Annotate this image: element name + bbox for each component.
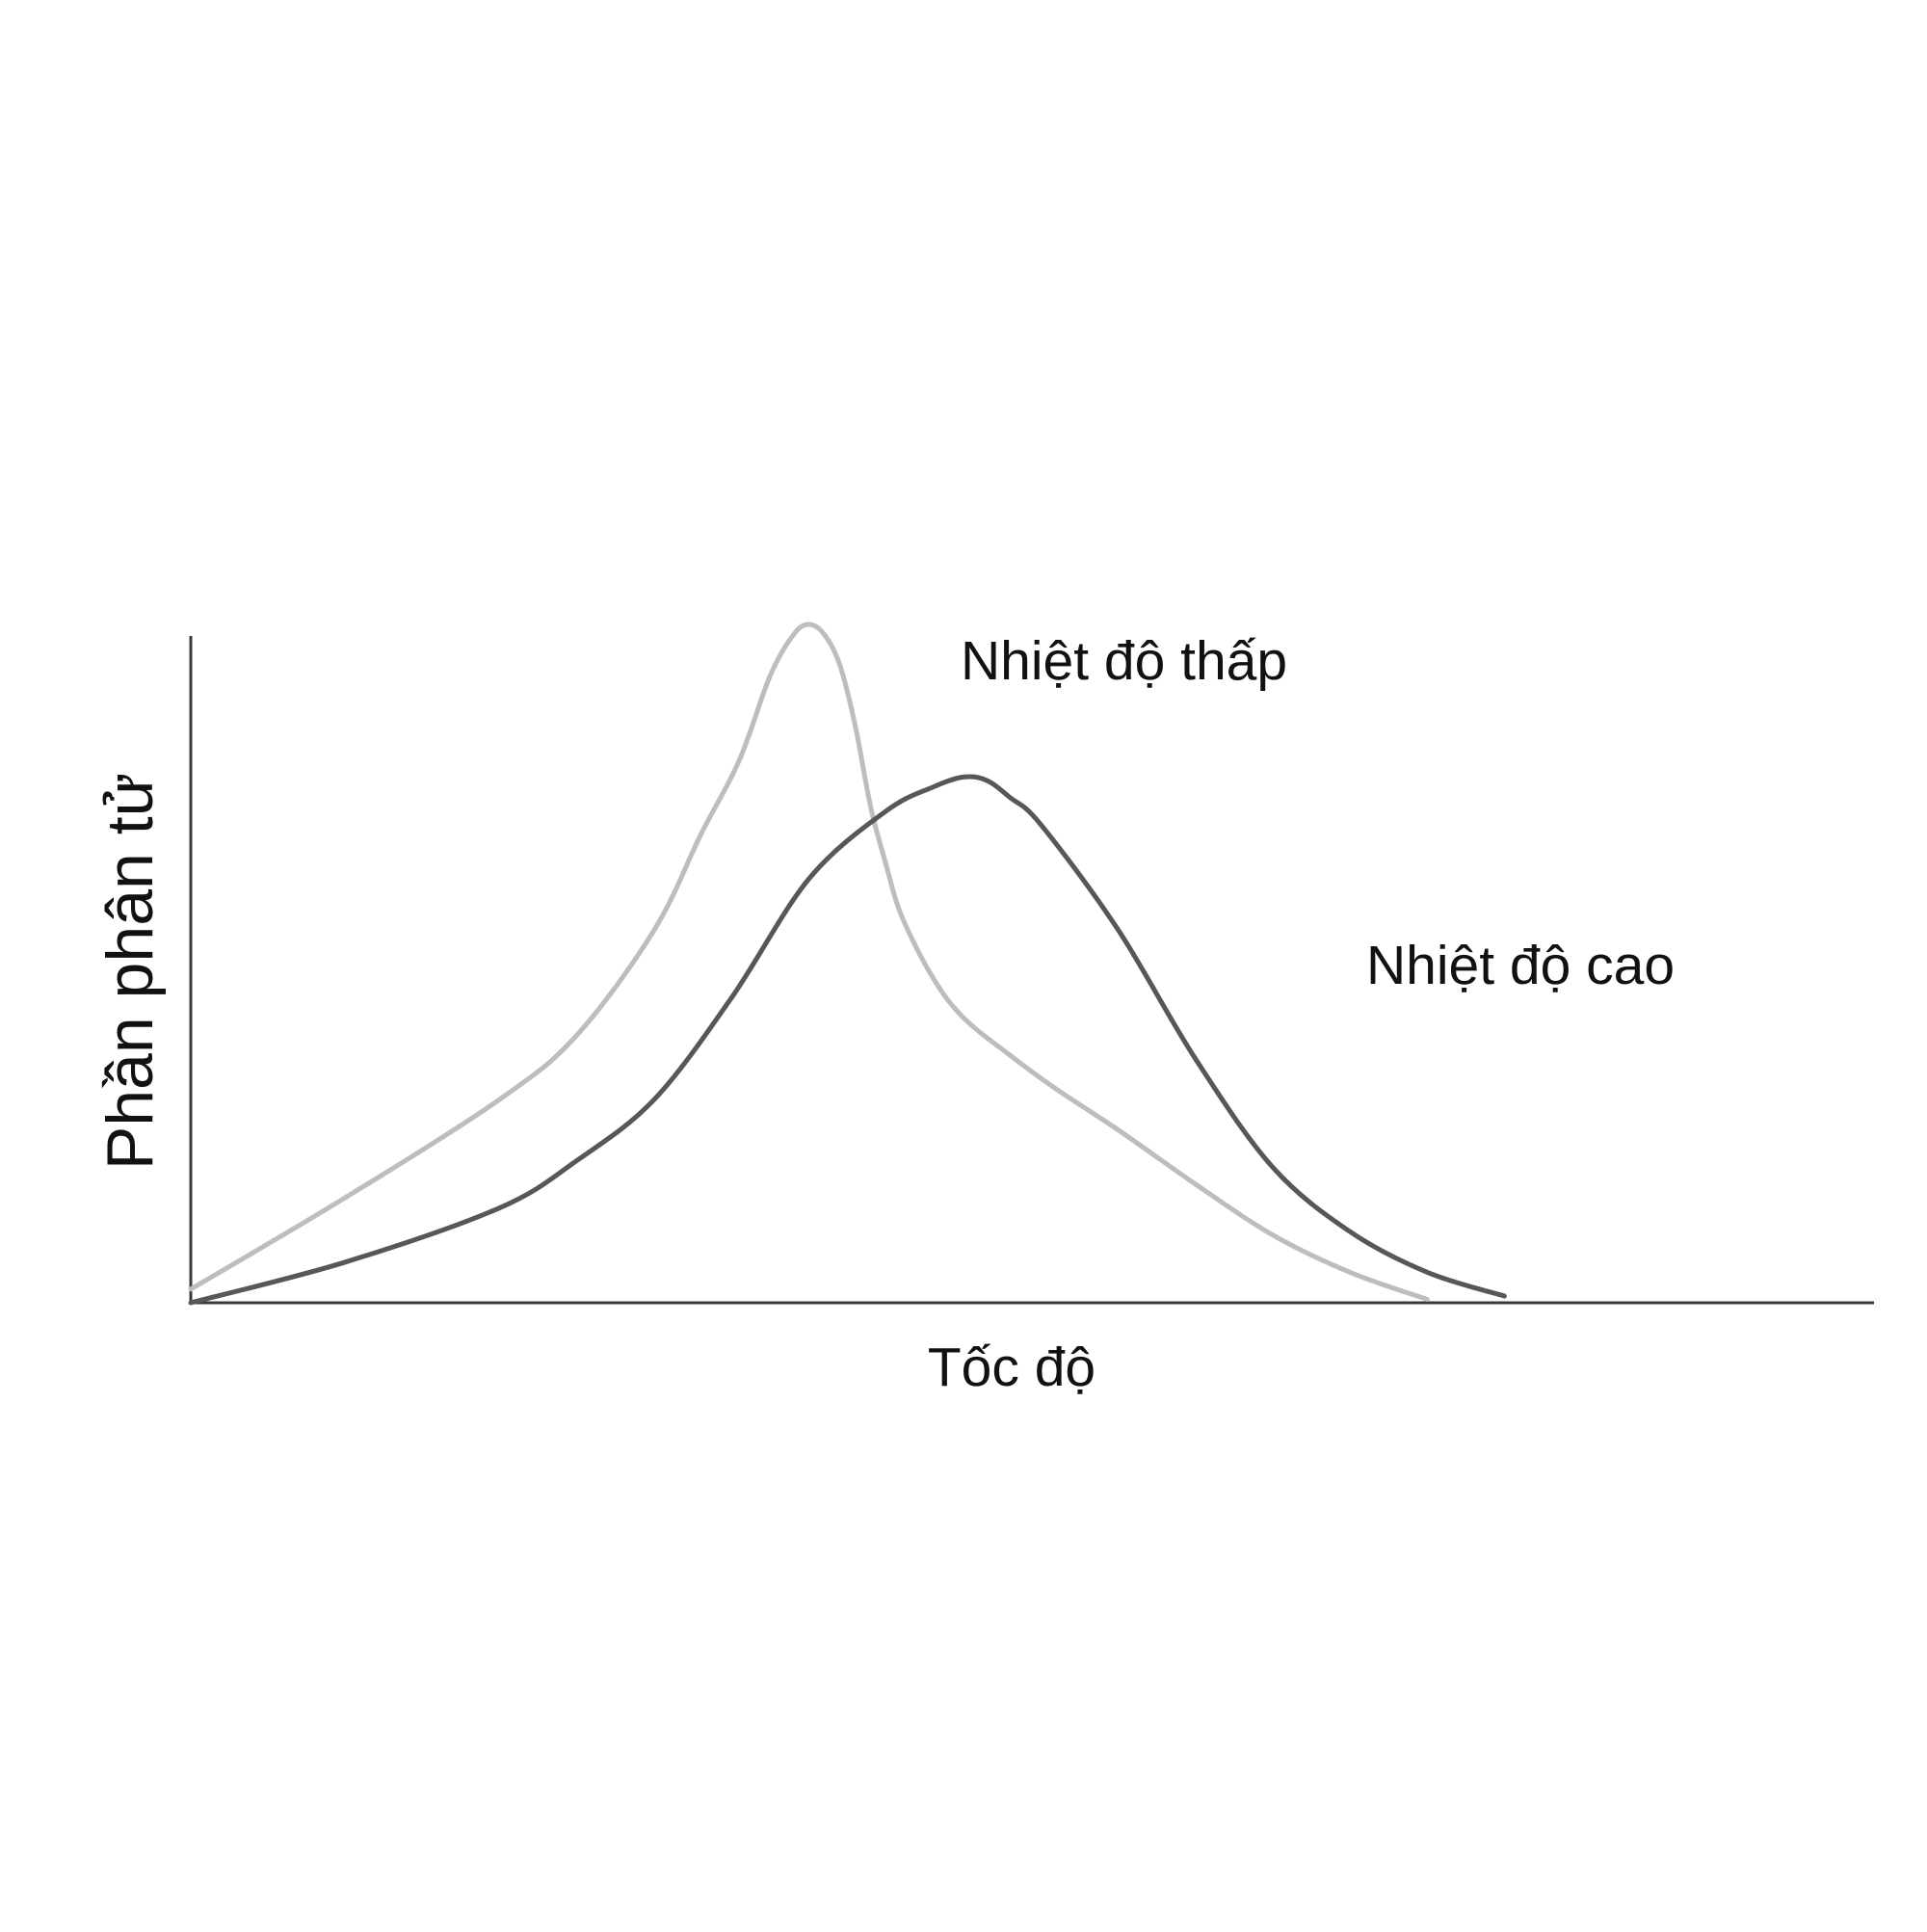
series-labels: Nhiệt độ thấp Nhiệt độ cao — [961, 630, 1675, 996]
series-line-low-temperature — [188, 622, 1430, 1302]
axes — [189, 636, 1874, 1305]
series-label-high-temperature: Nhiệt độ cao — [1366, 935, 1675, 996]
y-axis-label: Phần phân tử — [93, 773, 167, 1170]
series-line-high-temperature — [188, 774, 1507, 1306]
x-axis-label: Tốc độ — [928, 1337, 1095, 1398]
series-group — [188, 622, 1507, 1306]
series-label-low-temperature: Nhiệt độ thấp — [961, 630, 1287, 692]
